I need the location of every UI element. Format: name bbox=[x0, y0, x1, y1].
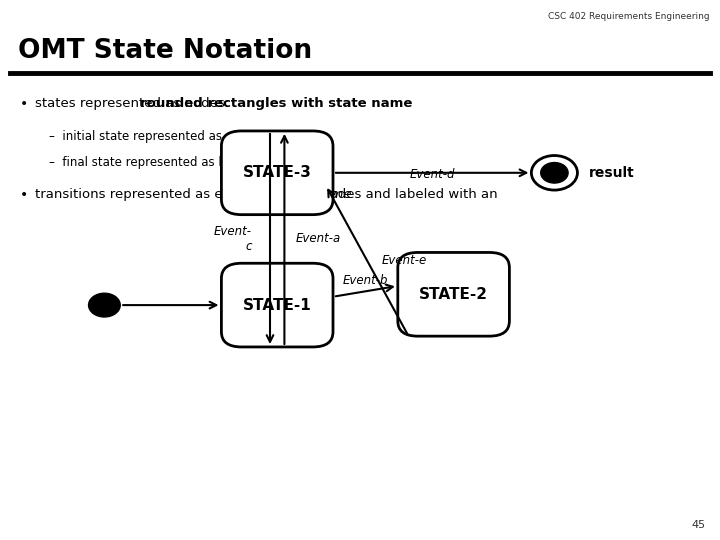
Text: Event-e: Event-e bbox=[382, 254, 427, 267]
Text: OMT State Notation: OMT State Notation bbox=[18, 38, 312, 64]
FancyBboxPatch shape bbox=[222, 263, 333, 347]
Text: •: • bbox=[20, 188, 28, 202]
Text: Event-d: Event-d bbox=[410, 168, 455, 181]
Text: Event-a: Event-a bbox=[295, 232, 341, 246]
Circle shape bbox=[541, 163, 568, 183]
Text: event name: event name bbox=[272, 188, 352, 201]
Circle shape bbox=[531, 156, 577, 190]
FancyBboxPatch shape bbox=[397, 252, 510, 336]
Circle shape bbox=[89, 293, 120, 317]
Text: STATE-3: STATE-3 bbox=[243, 165, 312, 180]
Text: Event-b: Event-b bbox=[343, 274, 388, 287]
Text: rounded rectangles with state name: rounded rectangles with state name bbox=[140, 97, 413, 110]
Text: STATE-2: STATE-2 bbox=[419, 287, 488, 302]
Text: transitions represented as edges between nodes and labeled with an: transitions represented as edges between… bbox=[35, 188, 501, 201]
Text: 45: 45 bbox=[691, 520, 706, 530]
Text: –  final state represented as bull’s eye: – final state represented as bull’s eye bbox=[49, 156, 275, 168]
Text: result: result bbox=[589, 166, 635, 180]
Text: STATE-1: STATE-1 bbox=[243, 298, 312, 313]
FancyBboxPatch shape bbox=[222, 131, 333, 214]
Text: •: • bbox=[20, 97, 28, 111]
Text: Event-
c: Event- c bbox=[214, 225, 252, 253]
Text: states represented as nodes:: states represented as nodes: bbox=[35, 97, 233, 110]
Text: –  initial state represented as solid circle: – initial state represented as solid cir… bbox=[49, 130, 289, 143]
Text: CSC 402 Requirements Engineering: CSC 402 Requirements Engineering bbox=[548, 12, 709, 21]
